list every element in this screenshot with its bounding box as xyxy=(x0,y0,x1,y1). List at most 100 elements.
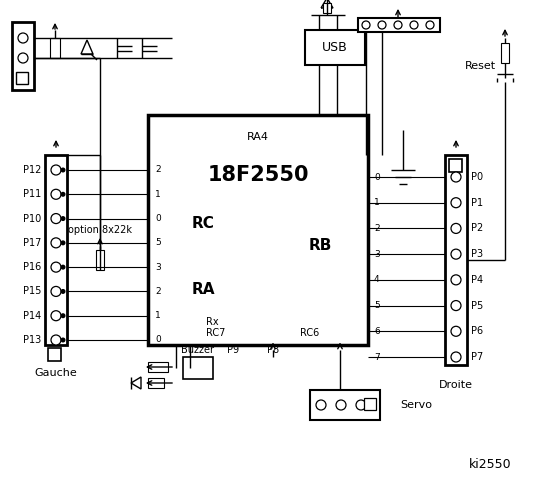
Text: 1: 1 xyxy=(155,311,161,320)
Bar xyxy=(148,378,164,388)
Text: 0: 0 xyxy=(155,336,161,345)
Text: 3: 3 xyxy=(155,263,161,272)
Text: P10: P10 xyxy=(23,214,41,224)
Text: P7: P7 xyxy=(471,352,483,362)
Text: P1: P1 xyxy=(471,198,483,208)
Text: 0: 0 xyxy=(374,172,380,181)
Bar xyxy=(305,30,365,65)
Bar xyxy=(16,72,28,84)
Circle shape xyxy=(61,192,65,196)
Text: P2: P2 xyxy=(471,223,483,233)
Circle shape xyxy=(426,21,434,29)
Bar xyxy=(45,155,67,345)
Circle shape xyxy=(51,287,61,297)
Circle shape xyxy=(51,214,61,224)
Text: 3: 3 xyxy=(374,250,380,259)
Text: 6: 6 xyxy=(374,327,380,336)
Circle shape xyxy=(356,400,366,410)
Circle shape xyxy=(394,21,402,29)
Text: Rx: Rx xyxy=(206,317,218,327)
Text: 2: 2 xyxy=(374,224,379,233)
Text: P14: P14 xyxy=(23,311,41,321)
Text: P0: P0 xyxy=(471,172,483,182)
Circle shape xyxy=(51,311,61,321)
Circle shape xyxy=(451,275,461,285)
Text: P5: P5 xyxy=(471,300,483,311)
Circle shape xyxy=(410,21,418,29)
Text: P16: P16 xyxy=(23,262,41,272)
Bar xyxy=(50,38,60,58)
Circle shape xyxy=(18,53,28,63)
Text: P15: P15 xyxy=(23,287,41,297)
Text: Buzzer: Buzzer xyxy=(181,345,215,355)
Text: P12: P12 xyxy=(23,165,41,175)
Text: 5: 5 xyxy=(155,239,161,247)
Bar xyxy=(323,3,331,13)
Circle shape xyxy=(18,33,28,43)
Text: RA: RA xyxy=(191,283,215,298)
Circle shape xyxy=(451,352,461,362)
Circle shape xyxy=(316,400,326,410)
Bar xyxy=(364,398,376,410)
Text: P9: P9 xyxy=(227,345,239,355)
Text: P6: P6 xyxy=(471,326,483,336)
Bar xyxy=(148,115,368,345)
Bar xyxy=(358,18,440,32)
Circle shape xyxy=(378,21,386,29)
Text: P13: P13 xyxy=(23,335,41,345)
Circle shape xyxy=(51,262,61,272)
Circle shape xyxy=(61,241,65,245)
Text: P8: P8 xyxy=(267,345,279,355)
Text: P4: P4 xyxy=(471,275,483,285)
Bar xyxy=(48,348,61,361)
Text: RB: RB xyxy=(309,238,332,252)
Text: 1: 1 xyxy=(155,190,161,199)
Text: P11: P11 xyxy=(23,189,41,199)
Bar xyxy=(12,22,34,90)
Circle shape xyxy=(61,217,65,220)
Text: 4: 4 xyxy=(374,276,379,284)
Text: 2: 2 xyxy=(155,287,160,296)
Bar xyxy=(449,159,462,172)
Circle shape xyxy=(451,249,461,259)
Text: 1: 1 xyxy=(374,198,380,207)
Circle shape xyxy=(51,189,61,199)
Text: RC6: RC6 xyxy=(300,328,319,338)
Bar xyxy=(501,43,509,63)
Text: Servo: Servo xyxy=(400,400,432,410)
Text: option 8x22k: option 8x22k xyxy=(68,225,132,235)
Circle shape xyxy=(451,326,461,336)
Text: USB: USB xyxy=(322,41,348,54)
Circle shape xyxy=(362,21,370,29)
Circle shape xyxy=(451,172,461,182)
Circle shape xyxy=(451,198,461,208)
Text: RC: RC xyxy=(191,216,215,230)
Bar xyxy=(445,155,467,365)
Text: Reset: Reset xyxy=(465,61,496,71)
Circle shape xyxy=(451,223,461,233)
Circle shape xyxy=(51,165,61,175)
Text: P17: P17 xyxy=(23,238,41,248)
Circle shape xyxy=(51,238,61,248)
Bar xyxy=(148,362,168,372)
Text: P3: P3 xyxy=(471,249,483,259)
Text: 0: 0 xyxy=(155,214,161,223)
Text: 18F2550: 18F2550 xyxy=(207,165,309,185)
Text: 7: 7 xyxy=(374,352,380,361)
Circle shape xyxy=(61,338,65,342)
Bar xyxy=(183,357,213,379)
Circle shape xyxy=(61,168,65,172)
Text: ki2550: ki2550 xyxy=(469,458,512,471)
Circle shape xyxy=(336,400,346,410)
Circle shape xyxy=(451,300,461,311)
Text: Droite: Droite xyxy=(439,380,473,390)
Text: RC7: RC7 xyxy=(206,328,226,338)
Circle shape xyxy=(61,265,65,269)
Text: 5: 5 xyxy=(374,301,380,310)
Text: Gauche: Gauche xyxy=(35,368,77,378)
Circle shape xyxy=(61,314,65,317)
Circle shape xyxy=(61,289,65,293)
Text: 2: 2 xyxy=(155,166,160,175)
Bar xyxy=(310,390,380,420)
Circle shape xyxy=(51,335,61,345)
